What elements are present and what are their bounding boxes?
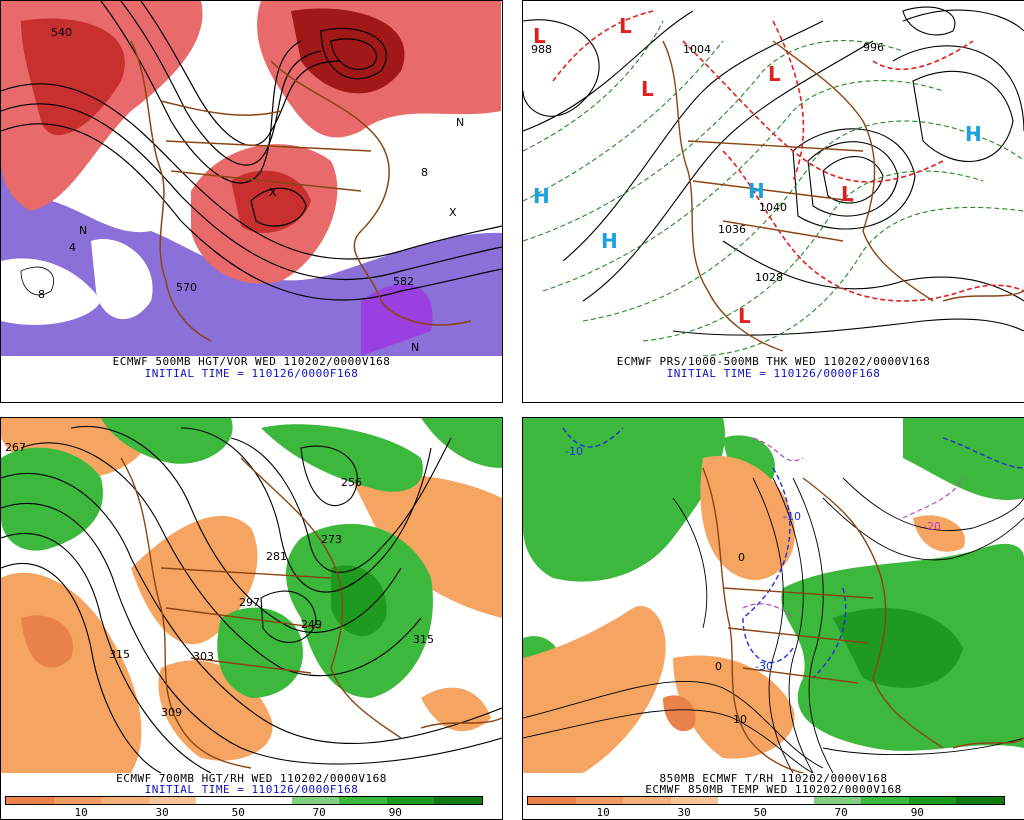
colorbar-bin <box>670 797 719 804</box>
temp-label: 10 <box>733 713 747 726</box>
vorticity-label: 8 <box>421 166 428 179</box>
isobar-label: 988 <box>531 43 552 56</box>
colorbar-bin <box>908 797 957 804</box>
panel-caption: ECMWF PRS/1000-500MB THK WED 110202/0000… <box>616 355 931 368</box>
low-pressure-marker: L <box>641 77 654 101</box>
colorbar-bin <box>196 797 244 804</box>
temp-label: -10 <box>783 510 801 523</box>
low-pressure-marker: L <box>841 182 854 206</box>
isobar-label: 1036 <box>718 223 746 236</box>
low-pressure-marker: L <box>738 304 751 328</box>
isobar-label: 1040 <box>759 201 787 214</box>
high-pressure-marker: H <box>533 184 550 208</box>
contour-label: 303 <box>193 650 214 663</box>
colorbar-bin <box>434 797 482 804</box>
colorbar-bin <box>956 797 1004 804</box>
colorbar-tick: 30 <box>677 806 691 819</box>
map-700mb: 267 281 297 303 309 315 315 273 249 256 <box>1 418 502 773</box>
contour-label: 309 <box>161 706 182 719</box>
contour-label: 297 <box>239 596 260 609</box>
colorbar-tick: 30 <box>155 806 169 819</box>
low-pressure-marker: L <box>533 24 546 48</box>
contour-label: 256 <box>341 476 362 489</box>
contour-label: 315 <box>413 633 434 646</box>
panel-pressure-thickness: H H H H L L L L L L 988 1004 1036 1028 1… <box>522 0 1024 403</box>
high-pressure-marker: H <box>601 229 618 253</box>
low-pressure-marker: L <box>768 62 781 86</box>
contour-label: 570 <box>176 281 197 294</box>
colorbar-bin <box>386 797 435 804</box>
rh-colorbar <box>527 796 1005 805</box>
temp-label: -20 <box>923 520 941 533</box>
contour-label: 249 <box>301 618 322 631</box>
colorbar-bin <box>291 797 340 804</box>
colorbar-tick: 90 <box>388 806 402 819</box>
vorticity-label: N <box>411 341 419 354</box>
isobar-label: 1028 <box>755 271 783 284</box>
temp-label: -10 <box>565 445 583 458</box>
isobar-label: 996 <box>863 41 884 54</box>
high-pressure-marker: H <box>748 179 765 203</box>
vorticity-label: N <box>79 224 87 237</box>
map-pressure: H H H H L L L L L L 988 1004 1036 1028 1… <box>523 1 1024 356</box>
colorbar-tick: 70 <box>312 806 326 819</box>
colorbar-ticks: 10 30 50 70 90 <box>5 806 481 819</box>
colorbar-bin <box>813 797 862 804</box>
colorbar-bin <box>53 797 102 804</box>
initial-time-caption: INITIAL TIME = 110126/0000F168 <box>666 367 881 380</box>
colorbar-bin <box>718 797 766 804</box>
panel-caption: ECMWF 700MB HGT/RH WED 110202/0000V168 <box>116 772 387 785</box>
coastline <box>130 40 212 342</box>
colorbar-bin <box>575 797 624 804</box>
colorbar-bin <box>528 797 576 804</box>
moist-area <box>523 418 725 582</box>
rh-colorbar <box>5 796 483 805</box>
panel-caption: 850MB ECMWF T/RH 110202/0000V168 <box>659 772 888 785</box>
contour-label: 281 <box>266 550 287 563</box>
vorticity-label: 8 <box>38 288 45 301</box>
vorticity-label: 4 <box>69 241 76 254</box>
contour-label: 315 <box>109 648 130 661</box>
colorbar-bin <box>623 797 671 804</box>
colorbar-tick: 10 <box>596 806 610 819</box>
panel-caption-secondary: ECMWF 850MB TEMP WED 110202/0000V168 <box>645 783 902 796</box>
map-500mb: 540 570 582 N N N X X 8 8 4 <box>1 1 502 356</box>
vorticity-label: X <box>449 206 457 219</box>
vorticity-label: N <box>456 116 464 129</box>
panel-850mb-temp-rh: -10 0 -10 -20 -30 0 10 850MB ECMWF T/RH … <box>522 417 1024 820</box>
colorbar-ticks: 10 30 50 70 90 <box>527 806 1003 819</box>
colorbar-bin <box>148 797 197 804</box>
initial-time-caption: INITIAL TIME = 110126/0000F168 <box>144 367 359 380</box>
colorbar-tick: 10 <box>74 806 88 819</box>
colorbar-bin <box>339 797 387 804</box>
panel-700mb-rh: 267 281 297 303 309 315 315 273 249 256 … <box>0 417 503 820</box>
initial-time-caption: INITIAL TIME = 110126/0000F168 <box>144 783 359 796</box>
colorbar-tick: 50 <box>231 806 245 819</box>
contour-label: 273 <box>321 533 342 546</box>
low-pressure-marker: L <box>619 14 632 38</box>
panel-500mb-vorticity: 540 570 582 N N N X X 8 8 4 ECMWF 500MB … <box>0 0 503 403</box>
colorbar-bin <box>765 797 814 804</box>
contour-label: 267 <box>5 441 26 454</box>
colorbar-bin <box>101 797 149 804</box>
panel-caption: ECMWF 500MB HGT/VOR WED 110202/0000V168 <box>112 355 391 368</box>
high-pressure-marker: H <box>965 122 982 146</box>
colorbar-tick: 90 <box>910 806 924 819</box>
colorbar-tick: 50 <box>753 806 767 819</box>
temp-label: 0 <box>738 551 745 564</box>
dry-area <box>523 606 666 773</box>
colorbar-bin <box>861 797 909 804</box>
temp-label: 0 <box>715 660 722 673</box>
contour-label: 582 <box>393 275 414 288</box>
vorticity-label: X <box>269 186 277 199</box>
colorbar-bin <box>6 797 54 804</box>
temp-label: -30 <box>755 660 773 673</box>
contour-label: 540 <box>51 26 72 39</box>
colorbar-tick: 70 <box>834 806 848 819</box>
map-850mb: -10 0 -10 -20 -30 0 10 <box>523 418 1024 773</box>
isobar-label: 1004 <box>683 43 711 56</box>
colorbar-bin <box>243 797 292 804</box>
